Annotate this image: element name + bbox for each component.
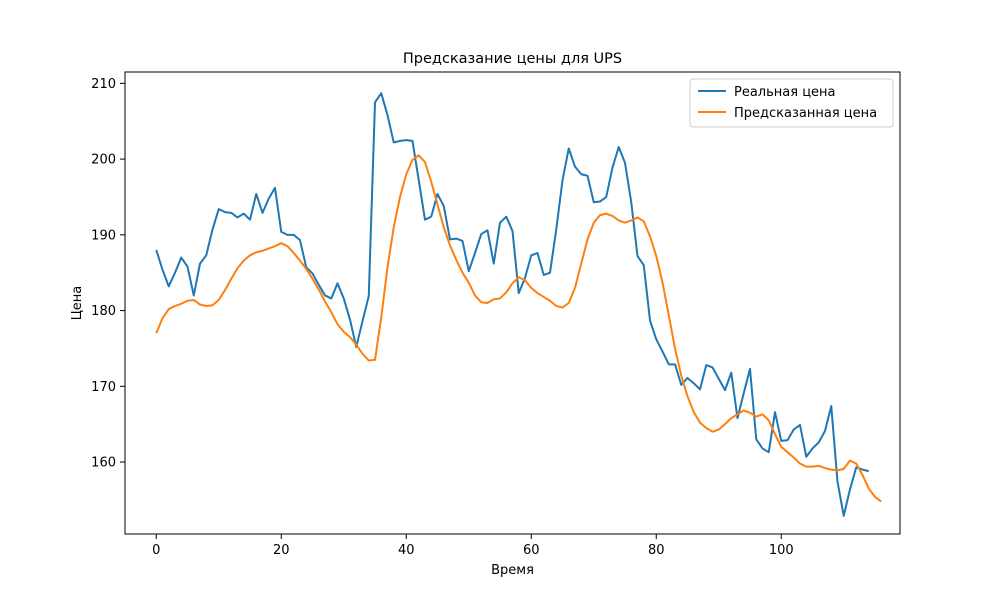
legend-label-real: Реальная цена	[734, 85, 836, 100]
y-tick-label: 190	[91, 228, 116, 243]
series-line-1	[155, 154, 882, 503]
x-axis: 0 20 40 60 80 100	[152, 534, 794, 558]
x-tick-label: 40	[398, 543, 415, 558]
x-axis-label: Время	[491, 563, 534, 578]
plot-area	[124, 71, 901, 535]
legend-label-predicted: Предсказанная цена	[734, 106, 877, 121]
chart-title: Предсказание цены для UPS	[403, 51, 622, 67]
y-tick-label: 170	[91, 380, 116, 395]
y-axis: 160 170 180 190 200 210	[91, 77, 125, 471]
y-tick-label: 160	[91, 456, 116, 471]
legend-box	[689, 78, 894, 128]
x-tick-label: 0	[152, 543, 160, 558]
series-layer	[155, 92, 882, 517]
axes-frame	[124, 71, 901, 535]
y-tick-label: 180	[91, 304, 116, 319]
y-tick-label: 200	[91, 153, 116, 168]
x-tick-label: 80	[648, 543, 665, 558]
y-tick-label: 210	[91, 77, 116, 92]
x-tick-label: 60	[523, 543, 540, 558]
x-tick-label: 100	[769, 543, 794, 558]
x-tick-label: 20	[273, 543, 290, 558]
y-axis-label: Цена	[70, 286, 85, 321]
legend: Реальная цена Предсказанная цена	[689, 78, 894, 128]
series-line-0	[155, 92, 869, 517]
